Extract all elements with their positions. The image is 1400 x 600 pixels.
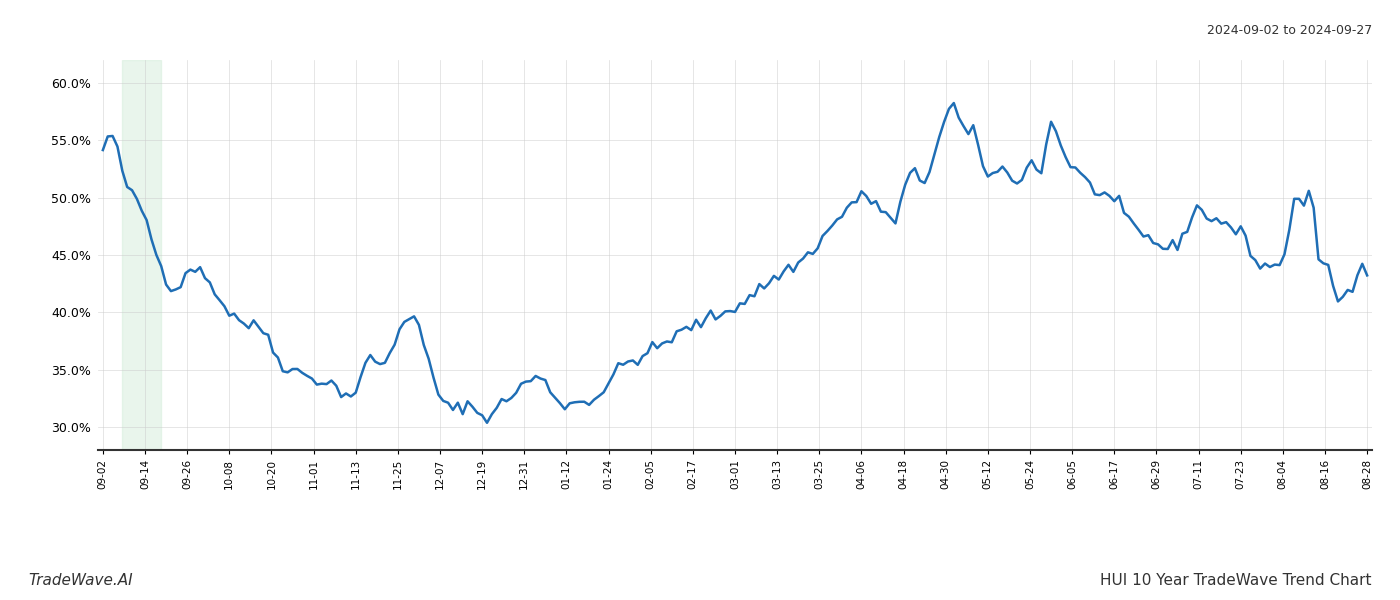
Text: HUI 10 Year TradeWave Trend Chart: HUI 10 Year TradeWave Trend Chart xyxy=(1100,573,1372,588)
Text: 2024-09-02 to 2024-09-27: 2024-09-02 to 2024-09-27 xyxy=(1207,24,1372,37)
Text: TradeWave.AI: TradeWave.AI xyxy=(28,573,133,588)
Bar xyxy=(122,60,161,450)
